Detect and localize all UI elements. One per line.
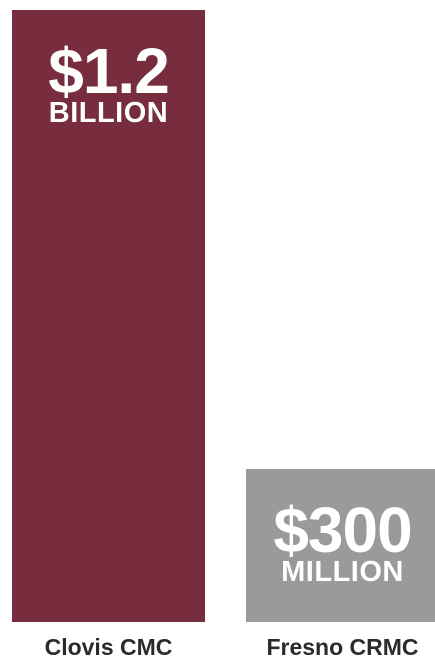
bar-value-label-fresno-crmc: $300 (273, 494, 411, 566)
category-label-clovis-cmc: Clovis CMC (45, 634, 173, 660)
bar-unit-label-fresno-crmc: MILLION (281, 556, 404, 588)
bar-value-label-clovis-cmc: $1.2 (48, 35, 169, 107)
category-label-fresno-crmc: Fresno CRMC (266, 634, 418, 660)
bar-unit-label-clovis-cmc: BILLION (49, 97, 169, 129)
bars-layer (12, 10, 435, 622)
bar-clovis-cmc (12, 10, 205, 622)
bar-fresno-crmc (246, 469, 435, 622)
